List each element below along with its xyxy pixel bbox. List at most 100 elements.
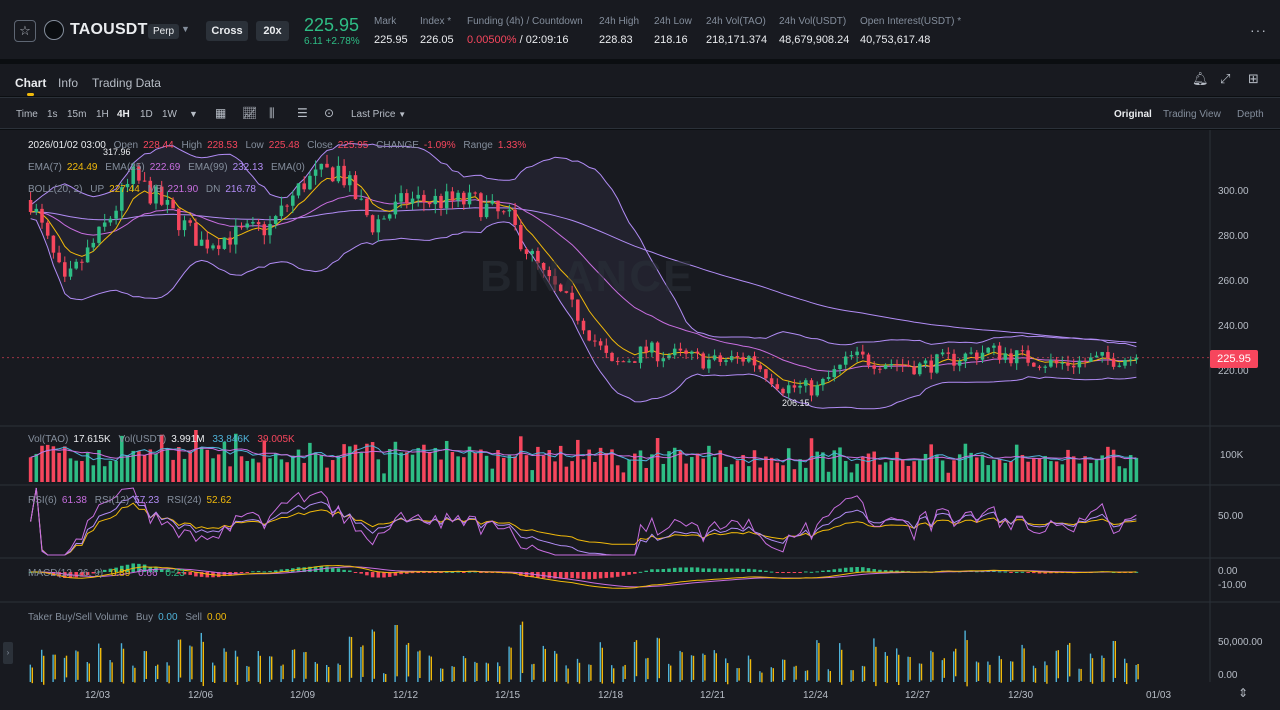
candle-body [564, 291, 569, 293]
volume-legend[interactable]: Vol(TAO) 17.615K Vol(USDT) 3.991M 33.846K … [28, 434, 300, 445]
volume-bar [1043, 455, 1047, 482]
drawing-tools-icon[interactable]: ⊙ [324, 106, 335, 120]
taker-buy-bar [1112, 640, 1114, 682]
boll-mb-value: 221.90 [167, 184, 199, 195]
candle-body [1037, 366, 1042, 368]
info-caret-icon[interactable]: * [957, 16, 962, 27]
macd-histogram-bar [234, 572, 238, 575]
stat-label: Mark [374, 16, 397, 27]
settings-sliders-icon[interactable]: ☰ [297, 106, 308, 120]
macd-histogram-bar [456, 571, 460, 573]
stat-label[interactable]: Open Interest(USDT) [860, 16, 955, 27]
macd-histogram-bar [1049, 572, 1053, 574]
sidebar-expand-chevron-icon[interactable]: › [3, 642, 13, 664]
timeframe-1w[interactable]: 1W [162, 109, 177, 120]
volume-bar [199, 447, 204, 482]
timeframe-1s[interactable]: 1s [47, 109, 58, 120]
leverage-button[interactable]: 20x [256, 21, 289, 41]
tab-trading-data[interactable]: Trading Data [92, 76, 161, 90]
taker-sell-bar [977, 662, 980, 681]
chart-type-candle-icon[interactable]: ⫼ [269, 106, 275, 120]
taker-buy-bar [873, 638, 875, 682]
volume-bar [621, 472, 626, 482]
calendar-icon[interactable]: ▦ [215, 106, 227, 120]
more-options-icon[interactable]: ··· [1250, 22, 1267, 38]
view-trading-view[interactable]: Trading View [1163, 109, 1221, 120]
taker-legend[interactable]: Taker Buy/Sell Volume Buy 0.00 Sell 0.00 [28, 612, 231, 623]
candle-body [775, 384, 780, 389]
volume-bar [177, 447, 181, 482]
candle-body [872, 365, 876, 369]
macd-histogram-bar [279, 569, 284, 572]
stat-label: 24h Low [654, 16, 692, 27]
margin-mode-button[interactable]: Cross [206, 21, 248, 41]
macd-histogram-bar [302, 567, 306, 572]
timeframe-time[interactable]: Time [16, 109, 38, 120]
low-label: Low [245, 140, 264, 151]
auto-scale-icon[interactable]: ⇕ [1238, 686, 1249, 700]
fullscreen-icon[interactable]: ⤢ [1220, 71, 1231, 86]
macd-legend[interactable]: MACD(12, 26, 9) 0.89 0.66 0.23 [28, 568, 190, 579]
taker-buy-bar [713, 650, 715, 682]
candle-body [393, 201, 398, 215]
price-alert-bell-icon[interactable]: 🔔︎ [1192, 71, 1209, 86]
view-original[interactable]: Original [1114, 109, 1152, 120]
taker-sell-bar [1034, 668, 1037, 683]
macd-histogram-bar [1032, 572, 1036, 574]
taker-buy-bar [690, 655, 693, 682]
macd-histogram-bar [798, 572, 802, 573]
volume-bar [912, 461, 916, 482]
taker-buy-bar [257, 651, 259, 682]
price-type-select[interactable]: Last Price ▼ [351, 109, 406, 120]
taker-buy-bar [884, 652, 886, 682]
candlestick-chart[interactable] [0, 130, 1280, 710]
ema-legend[interactable]: EMA(7) 224.49 EMA(25) 222.69 EMA(99) 232.13… [28, 162, 310, 173]
macd-histogram-bar [342, 569, 346, 572]
volume-bar [234, 433, 238, 482]
taker-buy-bar [451, 666, 453, 682]
taker-buy-bar [975, 661, 978, 682]
indicators-icon[interactable]: 📈︎ [242, 106, 258, 120]
candle-body [1020, 350, 1025, 352]
ohlc-legend: 2026/01/02 03:00 Open 228.44 High 228.53 L… [28, 140, 531, 151]
volume-bar [370, 442, 375, 482]
rsi6-label: RSI(6) [28, 495, 57, 506]
candle-body [1054, 359, 1059, 364]
taker-buy-bar [839, 643, 841, 682]
timeframe-1h[interactable]: 1H [96, 109, 109, 120]
candle-body [251, 222, 255, 224]
view-depth[interactable]: Depth [1237, 109, 1264, 120]
timeframe-dropdown-caret-icon[interactable]: ▼ [189, 109, 198, 119]
chart-toolbar: Time 1s 15m 1H 4H 1D 1W ▼ ▦ 📈︎ ⫼ ☰ ⊙ Las… [0, 97, 1280, 129]
symbol-name[interactable]: TAOUSDT [70, 21, 148, 38]
layout-grid-icon[interactable]: ⊞ [1248, 71, 1259, 86]
ema0-label: EMA(0) [270, 162, 305, 173]
rsi-legend[interactable]: RSI(6) 61.38 RSI(12) 57.23 RSI(24) 52.62 [28, 495, 236, 506]
favorite-star-icon[interactable]: ☆ [14, 20, 36, 42]
candle-body [610, 352, 614, 362]
info-caret-icon[interactable]: * [447, 16, 452, 27]
tab-chart[interactable]: Chart [15, 76, 47, 90]
macd-histogram-bar [598, 572, 603, 579]
stat-index: Index * 226.05 [420, 16, 454, 46]
tab-info[interactable]: Info [58, 76, 79, 90]
taker-buy-bar [896, 648, 898, 682]
volume-bar [216, 454, 221, 482]
boll-legend[interactable]: BOLL(20, 2) UP 227.44 MB 221.90 DN 216.78 [28, 184, 261, 195]
chart-area[interactable]: BINANCE 2026/01/02 03:00 Open 228.44 High… [0, 130, 1280, 710]
stat-label[interactable]: Funding (4h) / Countdown [467, 16, 583, 27]
macd-histogram-bar [701, 568, 705, 572]
symbol-dropdown-caret-icon[interactable]: ▼ [181, 24, 190, 34]
price-type-label: Last Price [351, 109, 396, 120]
stat-label[interactable]: Index [420, 16, 445, 27]
timeframe-1d[interactable]: 1D [140, 109, 153, 120]
candle-body [900, 364, 905, 366]
stat-label: 24h High [599, 16, 640, 27]
volume-bar [838, 447, 842, 482]
taker-sell-bar [419, 650, 421, 679]
timeframe-4h[interactable]: 4H [117, 109, 130, 120]
timeframe-15m[interactable]: 15m [67, 109, 87, 120]
macd-dea-value: 0.66 [138, 568, 158, 579]
macd-histogram-bar [165, 570, 170, 572]
volume-bar [633, 453, 637, 482]
